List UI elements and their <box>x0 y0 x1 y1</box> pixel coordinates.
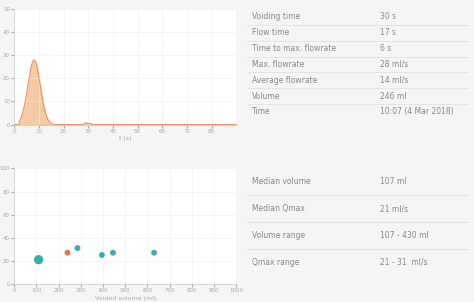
Text: 30 s: 30 s <box>381 12 397 21</box>
Text: 21 - 31  ml/s: 21 - 31 ml/s <box>381 258 428 267</box>
Point <box>73 246 81 250</box>
Text: Volume: Volume <box>252 92 280 101</box>
Point <box>150 250 158 255</box>
Text: Qmax range: Qmax range <box>252 258 299 267</box>
Text: 246 ml: 246 ml <box>381 92 407 101</box>
X-axis label: t (s): t (s) <box>119 137 131 141</box>
Point <box>35 257 43 262</box>
Text: Median volume: Median volume <box>252 177 310 186</box>
Text: 107 - 430 ml: 107 - 430 ml <box>381 231 429 240</box>
Point <box>98 252 106 257</box>
Text: 17 s: 17 s <box>381 28 396 37</box>
Text: Median Qmax: Median Qmax <box>252 204 305 213</box>
X-axis label: Voided volume (ml): Voided volume (ml) <box>95 296 156 301</box>
Point <box>64 250 71 255</box>
Text: 6 s: 6 s <box>381 44 392 53</box>
Text: 14 ml/s: 14 ml/s <box>381 76 409 85</box>
Text: Max. flowrate: Max. flowrate <box>252 60 304 69</box>
Text: Time to max. flowrate: Time to max. flowrate <box>252 44 336 53</box>
Text: Average flowrate: Average flowrate <box>252 76 317 85</box>
Text: Volume range: Volume range <box>252 231 305 240</box>
Text: 21 ml/s: 21 ml/s <box>381 204 409 213</box>
Text: 28 ml/s: 28 ml/s <box>381 60 409 69</box>
Text: 10:07 (4 Mar 2018): 10:07 (4 Mar 2018) <box>381 108 454 116</box>
Text: Time: Time <box>252 108 270 116</box>
Text: Flow time: Flow time <box>252 28 289 37</box>
Text: Voiding time: Voiding time <box>252 12 300 21</box>
Point <box>109 250 117 255</box>
Text: 107 ml: 107 ml <box>381 177 407 186</box>
